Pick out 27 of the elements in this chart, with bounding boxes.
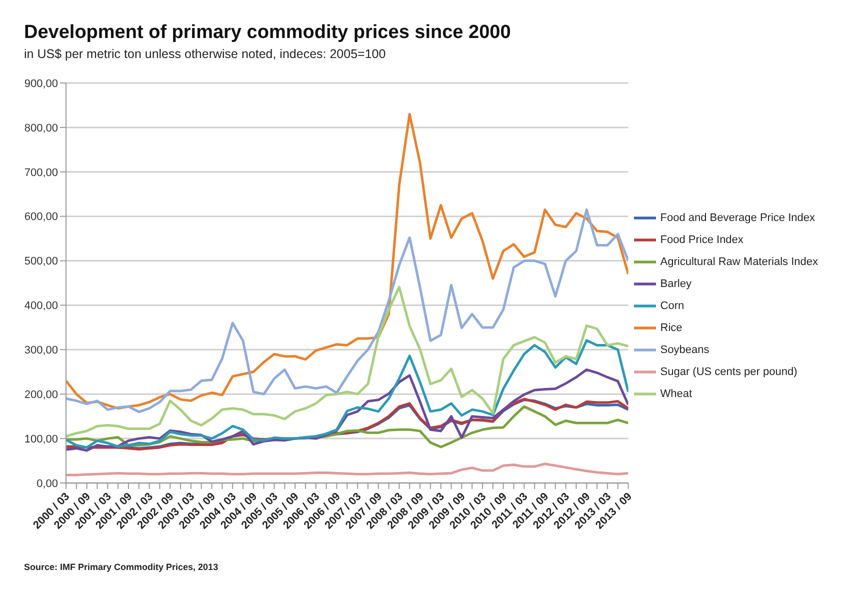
source-note: Source: IMF Primary Commodity Prices, 2013: [24, 562, 218, 572]
line-series: [66, 339, 628, 449]
legend-label: Soybeans: [660, 344, 710, 356]
legend-label: Rice: [660, 322, 682, 334]
line-series: [66, 462, 628, 476]
y-tick-label: 0,00: [36, 478, 58, 490]
y-tick-label: 400,00: [24, 300, 58, 312]
legend-label: Sugar (US cents per pound): [660, 366, 798, 378]
chart-title: Development of primary commodity prices since 2000: [24, 22, 512, 44]
line-series: [66, 286, 628, 438]
chart-subtitle: in US$ per metric ton unless otherwise noted, indeces: 2005=100: [24, 47, 387, 61]
y-tick-label: 100,00: [24, 433, 58, 446]
legend-label: Corn: [660, 300, 684, 312]
y-tick-label: 700,00: [24, 166, 58, 179]
legend-label: Barley: [660, 278, 692, 290]
legend-label: Agricultural Raw Materials Index: [660, 256, 818, 268]
y-tick-label: 600,00: [24, 211, 58, 224]
y-tick-label: 800,00: [24, 122, 58, 134]
line-series: [66, 112, 628, 410]
legend-label: Food Price Index: [660, 234, 744, 246]
legend-label: Food and Beverage Price Index: [660, 212, 815, 224]
legend-label: Wheat: [660, 388, 692, 400]
line-series: [66, 208, 628, 414]
y-tick-label: 500,00: [24, 256, 58, 268]
y-tick-label: 200,00: [24, 389, 58, 402]
y-tick-label: 900,00: [24, 78, 58, 90]
y-tick-label: 300,00: [24, 344, 58, 357]
